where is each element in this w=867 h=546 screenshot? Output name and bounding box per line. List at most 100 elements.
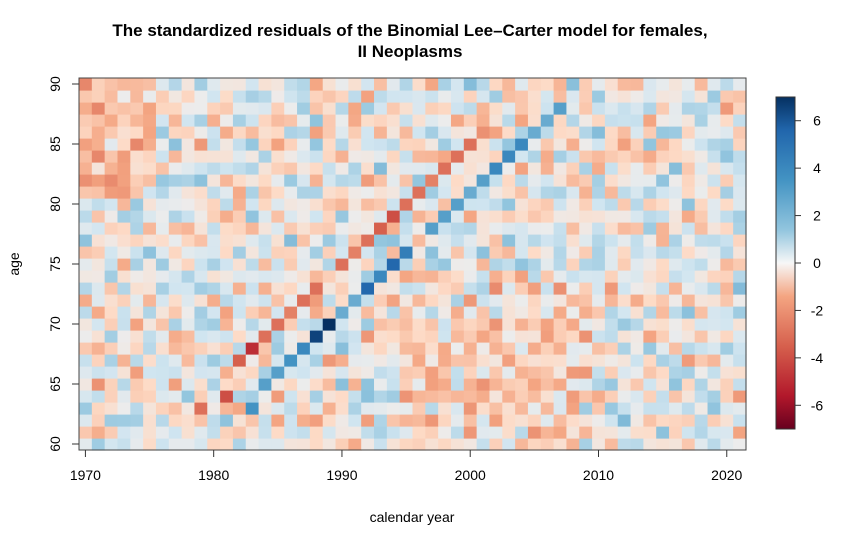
heatmap-cell bbox=[181, 126, 196, 139]
heatmap-cell bbox=[386, 294, 401, 307]
heatmap-cell bbox=[207, 246, 221, 259]
heatmap-cell bbox=[450, 390, 465, 403]
heatmap-cell bbox=[438, 270, 452, 283]
heatmap-cell bbox=[79, 402, 93, 415]
heatmap-cell bbox=[669, 390, 683, 403]
heatmap-cell bbox=[322, 210, 337, 223]
heatmap-cell bbox=[322, 438, 337, 451]
heatmap-cell bbox=[104, 402, 119, 415]
heatmap-cell bbox=[322, 198, 337, 211]
heatmap-cell bbox=[630, 186, 644, 199]
heatmap-cell bbox=[630, 414, 644, 427]
heatmap-cell bbox=[515, 354, 529, 367]
heatmap-cell bbox=[348, 174, 362, 187]
heatmap-cell bbox=[412, 222, 426, 235]
heatmap-cell bbox=[386, 186, 401, 199]
heatmap-cell bbox=[592, 342, 606, 355]
heatmap-cell bbox=[232, 174, 247, 187]
heatmap-cell bbox=[297, 330, 311, 343]
heatmap-cell bbox=[540, 126, 555, 139]
heatmap-cell bbox=[681, 138, 696, 151]
heatmap-cell bbox=[91, 426, 106, 439]
heatmap-cell bbox=[489, 402, 503, 415]
heatmap-cell bbox=[91, 342, 106, 355]
heatmap-cell bbox=[271, 210, 285, 223]
heatmap-cell bbox=[271, 186, 285, 199]
heatmap-cell bbox=[335, 402, 349, 415]
heatmap-cell bbox=[207, 306, 221, 319]
heatmap-cell bbox=[309, 198, 324, 211]
heatmap-cell bbox=[450, 246, 465, 259]
heatmap-cell bbox=[630, 378, 644, 391]
heatmap-cell bbox=[617, 378, 632, 391]
heatmap-cell bbox=[168, 126, 183, 139]
heatmap-cell bbox=[438, 354, 452, 367]
heatmap-cell bbox=[476, 270, 491, 283]
heatmap-cell bbox=[540, 306, 555, 319]
heatmap-cell bbox=[220, 126, 234, 139]
heatmap-cell bbox=[322, 282, 337, 295]
heatmap-cell bbox=[707, 246, 721, 259]
heatmap-cell bbox=[592, 390, 606, 403]
heatmap-cell bbox=[130, 138, 144, 151]
heatmap-cell bbox=[91, 402, 106, 415]
heatmap-cell bbox=[681, 426, 696, 439]
heatmap-cell bbox=[681, 102, 696, 115]
colorbar-tick-label: 0 bbox=[813, 255, 821, 271]
heatmap-cell bbox=[271, 90, 285, 103]
heatmap-cell bbox=[720, 222, 734, 235]
heatmap-cell bbox=[694, 270, 709, 283]
heatmap-cell bbox=[91, 438, 106, 451]
heatmap-cell bbox=[245, 414, 260, 427]
heatmap-cell bbox=[502, 270, 516, 283]
heatmap-cell bbox=[566, 174, 580, 187]
heatmap-cell bbox=[207, 258, 221, 271]
heatmap-cell bbox=[130, 126, 144, 139]
heatmap-cells bbox=[79, 78, 747, 451]
heatmap-cell bbox=[412, 438, 426, 451]
heatmap-cell bbox=[656, 402, 670, 415]
heatmap-cell bbox=[733, 402, 747, 415]
heatmap-cell bbox=[438, 318, 452, 331]
heatmap-cell bbox=[450, 270, 465, 283]
heatmap-cell bbox=[502, 234, 516, 247]
heatmap-cell bbox=[207, 222, 221, 235]
heatmap-cell bbox=[579, 438, 593, 451]
heatmap-cell bbox=[707, 150, 721, 163]
heatmap-cell bbox=[348, 186, 362, 199]
heatmap-cell bbox=[450, 162, 465, 175]
heatmap-cell bbox=[194, 78, 208, 91]
heatmap-cell bbox=[168, 150, 183, 163]
heatmap-cell bbox=[527, 222, 542, 235]
heatmap-cell bbox=[91, 222, 106, 235]
heatmap-cell bbox=[181, 354, 196, 367]
heatmap-cell bbox=[374, 390, 388, 403]
heatmap-cell bbox=[515, 246, 529, 259]
heatmap-cell bbox=[669, 162, 683, 175]
heatmap-cell bbox=[79, 354, 93, 367]
heatmap-cell bbox=[438, 366, 452, 379]
heatmap-cell bbox=[271, 414, 285, 427]
heatmap-cell bbox=[386, 90, 401, 103]
heatmap-cell bbox=[168, 402, 183, 415]
heatmap-cell bbox=[155, 198, 170, 211]
heatmap-cell bbox=[399, 426, 414, 439]
heatmap-cell bbox=[79, 78, 93, 91]
heatmap-cell bbox=[540, 426, 555, 439]
heatmap-cell bbox=[309, 378, 324, 391]
heatmap-cell bbox=[463, 114, 478, 127]
heatmap-cell bbox=[194, 114, 208, 127]
heatmap-cell bbox=[220, 186, 234, 199]
heatmap-cell bbox=[643, 414, 657, 427]
heatmap-cell bbox=[245, 90, 260, 103]
heatmap-cell bbox=[515, 138, 529, 151]
heatmap-cell bbox=[733, 390, 747, 403]
heatmap-cell bbox=[181, 138, 196, 151]
heatmap-cell bbox=[194, 282, 208, 295]
heatmap-cell bbox=[335, 114, 349, 127]
heatmap-cell bbox=[617, 438, 632, 451]
heatmap-cell bbox=[592, 426, 606, 439]
x-tick-label: 2000 bbox=[455, 467, 486, 483]
heatmap-cell bbox=[425, 246, 439, 259]
heatmap-cell bbox=[399, 150, 414, 163]
